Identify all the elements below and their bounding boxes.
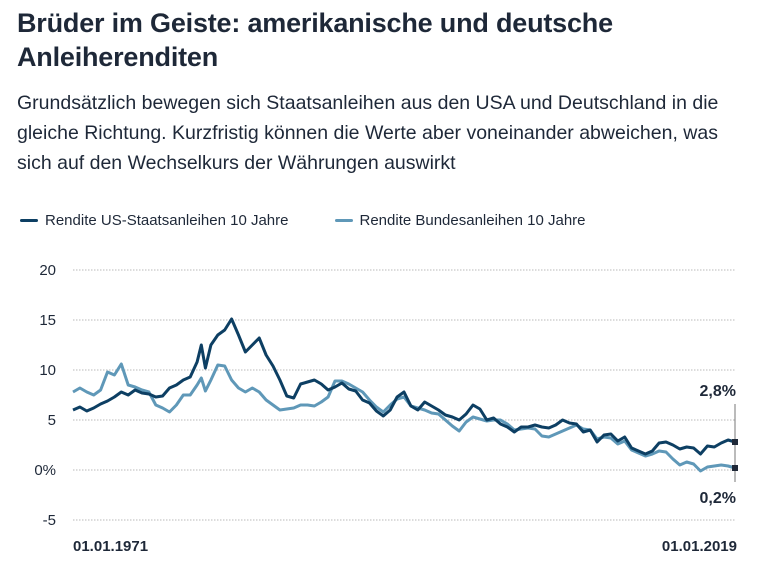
y-axis-ticks: 20 15 10 5 0% -5 — [34, 262, 56, 529]
legend-swatch-de — [334, 218, 353, 222]
chart-title: Brüder im Geiste: amerikanische und deut… — [17, 8, 613, 72]
x-tick-label-end: 01.01.2019 — [662, 538, 737, 555]
end-marker-de — [732, 465, 738, 471]
legend-item-us: Rendite US-Staatsanleihen 10 Jahre — [20, 212, 289, 229]
y-tick-label: -5 — [43, 512, 56, 529]
legend-item-de: Rendite Bundesanleihen 10 Jahre — [334, 211, 586, 229]
gridlines — [73, 269, 735, 521]
legend-label-de: Rendite Bundesanleihen 10 Jahre — [359, 211, 586, 229]
series-line-us — [72, 317, 736, 456]
chart-subtitle: Grundsätzlich bewegen sich Staatsanleihe… — [17, 92, 719, 174]
y-tick-label: 15 — [39, 312, 56, 329]
y-tick-label: 10 — [39, 362, 56, 379]
y-tick-label: 5 — [48, 412, 56, 429]
series-lines — [72, 317, 736, 473]
y-tick-label: 0% — [34, 462, 56, 479]
end-label-us: 2,8% — [700, 383, 736, 400]
legend-swatch-us — [20, 218, 38, 222]
end-markers: 2,8% 0,2% — [700, 383, 738, 507]
legend-label-us: Rendite US-Staatsanleihen 10 Jahre — [45, 211, 289, 229]
end-label-de: 0,2% — [700, 490, 736, 507]
legend: Rendite US-Staatsanleihen 10 Jahre Rendi… — [20, 209, 632, 231]
y-tick-label: 20 — [39, 262, 56, 279]
end-marker-us — [732, 439, 738, 445]
series-line-de — [72, 362, 736, 473]
x-tick-label-start: 01.01.1971 — [73, 538, 148, 555]
x-axis-ticks: 01.01.1971 01.01.2019 — [73, 538, 737, 555]
